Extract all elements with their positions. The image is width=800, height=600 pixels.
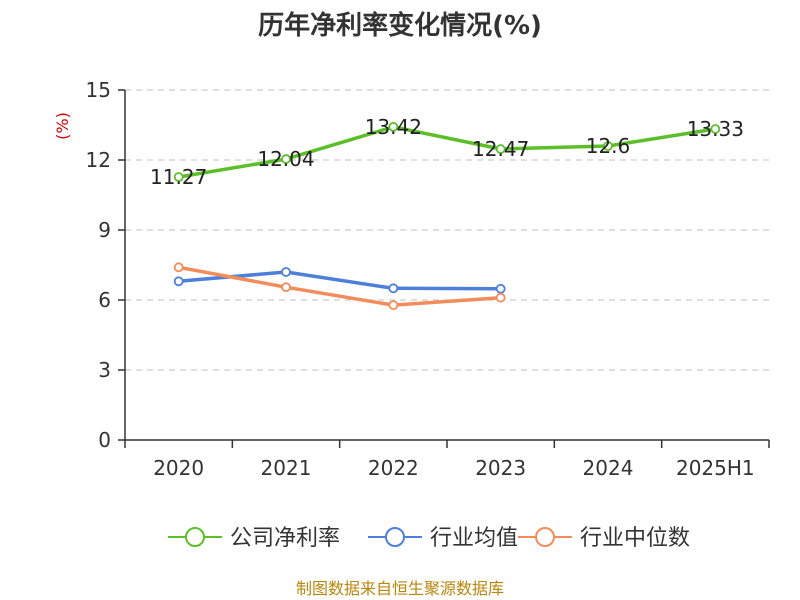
data-point	[388, 300, 399, 311]
data-label: 13.33	[687, 117, 744, 141]
legend-label: 行业中位数	[580, 526, 690, 551]
legend-marker	[185, 527, 205, 547]
data-label: 12.47	[472, 137, 529, 161]
data-point	[281, 282, 291, 293]
data-label: 12.04	[257, 147, 314, 171]
data-point	[388, 121, 399, 132]
axes: 0 3 6 9 12 15 2020 2021 2022 2023 2024 2025H1	[86, 78, 770, 480]
data-point	[281, 267, 291, 277]
data-point	[495, 283, 506, 294]
legend-label: 公司净利率	[230, 526, 340, 551]
y-axis-unit-label: (%)	[53, 112, 72, 140]
x-tick-label: 2023	[475, 456, 526, 480]
y-tick-label: 15	[86, 78, 111, 102]
data-point	[281, 154, 291, 164]
data-label: 12.6	[586, 134, 631, 158]
legend-marker	[535, 527, 555, 547]
data-point	[388, 283, 399, 294]
data-point	[173, 262, 184, 273]
y-tick-label: 12	[86, 148, 111, 172]
x-tick-label: 2020	[153, 456, 204, 480]
y-tick-label: 6	[98, 288, 111, 312]
legend-item-0: 公司净利率	[168, 526, 340, 551]
data-point	[173, 276, 184, 287]
data-labels: 11.27 12.04 13.42 12.47 12.6 13.33	[150, 115, 744, 189]
y-tick-label: 3	[98, 358, 111, 382]
data-point	[710, 124, 721, 134]
source-note: 制图数据来自恒生聚源数据库	[296, 579, 504, 598]
legend-item-1: 行业均值	[368, 526, 518, 551]
data-point	[495, 292, 506, 303]
data-point	[495, 144, 506, 154]
legend-marker	[385, 527, 405, 547]
series-lines	[173, 121, 721, 311]
legend-label: 行业均值	[430, 526, 518, 551]
y-tick-label: 0	[98, 428, 111, 452]
x-tick-label: 2024	[583, 456, 634, 480]
series-line-0	[178, 125, 716, 179]
data-point	[603, 141, 613, 151]
data-label: 11.27	[150, 165, 207, 189]
grid-lines	[125, 89, 769, 371]
x-tick-label: 2025H1	[676, 456, 755, 480]
legend-item-2: 行业中位数	[518, 526, 690, 551]
legend: 公司净利率 行业均值 行业中位数	[168, 526, 690, 551]
x-tick-label: 2022	[368, 456, 419, 480]
chart-title: 历年净利率变化情况(%)	[258, 10, 542, 41]
series-line-2	[178, 265, 501, 307]
data-point	[173, 172, 184, 182]
x-tick-label: 2021	[261, 456, 312, 480]
y-tick-label: 9	[98, 218, 111, 242]
data-label: 13.42	[365, 115, 422, 139]
